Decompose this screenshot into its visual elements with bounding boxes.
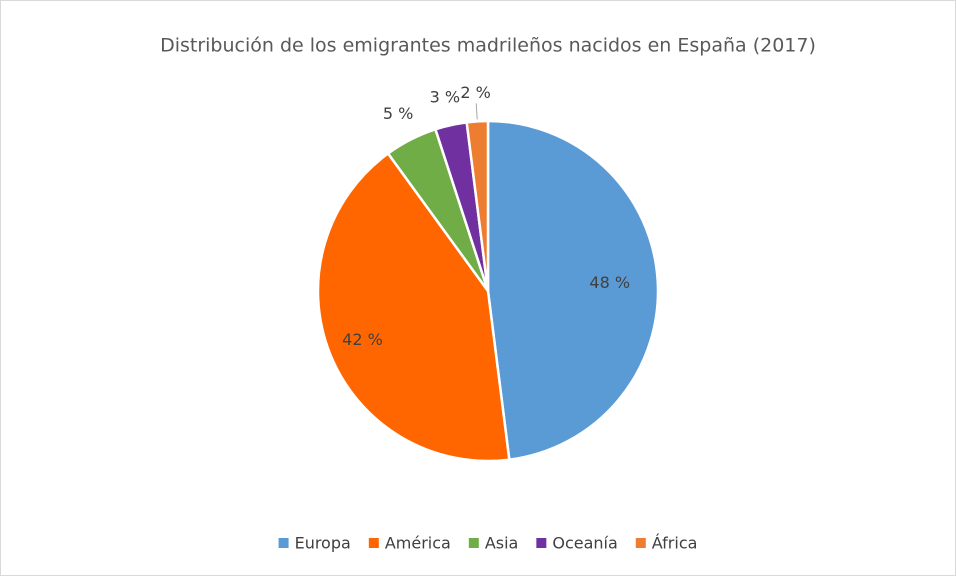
legend-label: Oceanía <box>552 534 617 553</box>
pie-slice <box>316 151 511 463</box>
data-label: 48 % <box>589 273 630 292</box>
legend-label: América <box>385 534 451 553</box>
pie-slice <box>486 119 660 462</box>
legend-label: Europa <box>295 534 351 553</box>
chart-title: Distribución de los emigrantes madrileño… <box>160 35 816 57</box>
pie-slice <box>465 119 490 292</box>
legend-swatch <box>635 538 646 548</box>
data-label: 2 % <box>460 83 490 102</box>
legend-swatch <box>468 538 479 548</box>
legend-swatch <box>368 538 379 548</box>
data-label: 3 % <box>430 87 460 106</box>
legend-swatch <box>536 538 547 548</box>
legend-swatch <box>278 538 289 548</box>
legend-label: Asia <box>485 534 519 553</box>
data-label: 5 % <box>383 104 413 123</box>
data-label: 42 % <box>342 330 383 349</box>
legend-label: África <box>652 534 698 553</box>
leader-line <box>475 103 478 120</box>
